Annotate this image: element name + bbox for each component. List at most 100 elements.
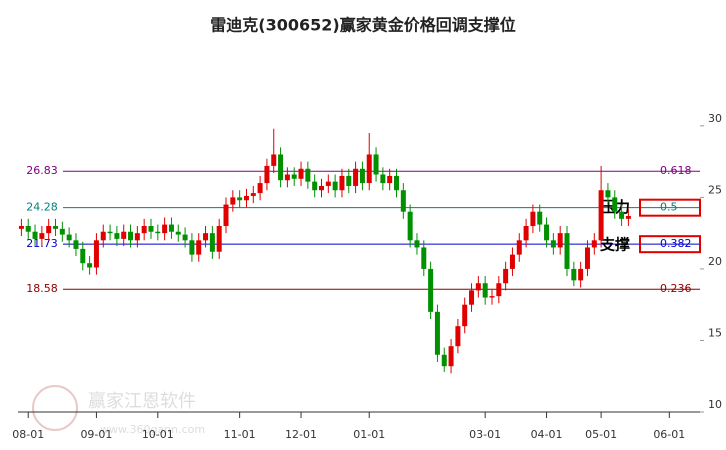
candle-body bbox=[387, 175, 393, 184]
watermark-url: www.360gann.com bbox=[100, 423, 205, 436]
candle-body bbox=[46, 226, 52, 234]
x-tick-label: 10-01 bbox=[142, 428, 174, 441]
candle-body bbox=[128, 231, 134, 241]
candle-body bbox=[59, 228, 65, 235]
candle-body bbox=[578, 268, 584, 281]
y-tick-label: 25 bbox=[708, 183, 722, 196]
candle-body bbox=[332, 181, 338, 191]
candle-body bbox=[298, 168, 304, 179]
candle-body bbox=[271, 154, 277, 166]
candle-body bbox=[482, 283, 488, 298]
fib-ratio-label: 0.618 bbox=[660, 164, 692, 177]
candle-body bbox=[134, 233, 140, 241]
candle-body bbox=[509, 254, 515, 269]
candle-body bbox=[496, 283, 502, 297]
candle-body bbox=[264, 165, 270, 184]
candle-body bbox=[537, 211, 543, 225]
y-tick-label: 20 bbox=[708, 255, 722, 268]
candle-body bbox=[155, 231, 161, 234]
candle-body bbox=[489, 296, 495, 298]
x-tick-label: 01-01 bbox=[353, 428, 385, 441]
candle-body bbox=[469, 290, 475, 305]
candle-body bbox=[305, 168, 311, 182]
candle-body bbox=[121, 231, 127, 239]
candle-body bbox=[407, 211, 413, 241]
candle-body bbox=[475, 283, 481, 291]
candle-body bbox=[237, 197, 243, 201]
candle-body bbox=[148, 226, 154, 232]
candle-body bbox=[66, 234, 72, 241]
candle-body bbox=[455, 326, 461, 347]
candle-body bbox=[544, 224, 550, 241]
watermark: 赢家江恩软件 bbox=[88, 390, 196, 412]
candle-body bbox=[346, 175, 352, 186]
candle-body bbox=[73, 240, 79, 249]
y-tick-label: 15 bbox=[708, 326, 722, 339]
candle-body bbox=[93, 240, 99, 268]
candle-body bbox=[400, 190, 406, 212]
candle-body bbox=[359, 168, 365, 184]
candle-body bbox=[557, 233, 563, 248]
watermark-logo bbox=[32, 385, 78, 431]
candle-body bbox=[394, 175, 400, 191]
candle-body bbox=[434, 311, 440, 355]
candle-body bbox=[196, 240, 202, 255]
candle-body bbox=[503, 268, 509, 284]
x-tick-label: 09-01 bbox=[80, 428, 112, 441]
candle-body bbox=[441, 354, 447, 367]
candle-body bbox=[80, 248, 86, 264]
x-tick-label: 05-01 bbox=[585, 428, 617, 441]
candle-body bbox=[366, 154, 372, 184]
candle-body bbox=[189, 240, 195, 255]
candle-body bbox=[32, 231, 38, 239]
chart-title: 雷迪克(300652)赢家黄金价格回调支撑位 bbox=[210, 16, 515, 35]
candle-body bbox=[53, 226, 59, 229]
level-note: 支撑 bbox=[599, 236, 630, 254]
candle-body bbox=[591, 240, 597, 248]
candle-body bbox=[619, 211, 625, 219]
candle-body bbox=[39, 233, 45, 239]
fib-price-label: 24.28 bbox=[26, 201, 58, 214]
candle-body bbox=[216, 226, 222, 252]
candle-body bbox=[87, 263, 93, 268]
candle-body bbox=[625, 215, 631, 219]
y-tick-label: 10 bbox=[708, 398, 722, 411]
candle-body bbox=[353, 168, 359, 186]
candle-body bbox=[523, 226, 529, 241]
candle-body bbox=[107, 231, 113, 234]
x-tick-label: 11-01 bbox=[224, 428, 256, 441]
y-tick-label: 30 bbox=[708, 112, 722, 125]
candle-body bbox=[100, 231, 106, 241]
x-tick-label: 04-01 bbox=[531, 428, 563, 441]
candle-body bbox=[550, 240, 556, 248]
x-tick-label: 12-01 bbox=[285, 428, 317, 441]
candle-body bbox=[223, 204, 229, 226]
fib-ratio-label: 0.382 bbox=[660, 237, 692, 250]
candle-body bbox=[243, 195, 249, 201]
candle-body bbox=[162, 224, 168, 234]
candle-body bbox=[182, 234, 188, 241]
candle-body bbox=[516, 240, 522, 255]
level-box bbox=[639, 235, 701, 254]
candle-body bbox=[462, 304, 468, 327]
candle-body bbox=[175, 231, 181, 235]
candle-body bbox=[380, 174, 386, 184]
candle-body bbox=[25, 226, 31, 232]
candle-body bbox=[257, 183, 263, 194]
candle-body bbox=[284, 174, 290, 181]
candle-body bbox=[278, 154, 284, 181]
candle-body bbox=[114, 233, 120, 239]
candle-body bbox=[230, 197, 236, 205]
x-tick-label: 03-01 bbox=[469, 428, 501, 441]
candle-body bbox=[291, 174, 297, 179]
fib-ratio-label: 0.236 bbox=[660, 282, 692, 295]
fib-price-label: 26.83 bbox=[26, 164, 58, 177]
candle-body bbox=[428, 268, 434, 312]
candle-body bbox=[18, 226, 24, 229]
candle-body bbox=[421, 247, 427, 269]
candle-body bbox=[373, 154, 379, 175]
candle-body bbox=[584, 247, 590, 269]
candle-body bbox=[209, 233, 215, 252]
